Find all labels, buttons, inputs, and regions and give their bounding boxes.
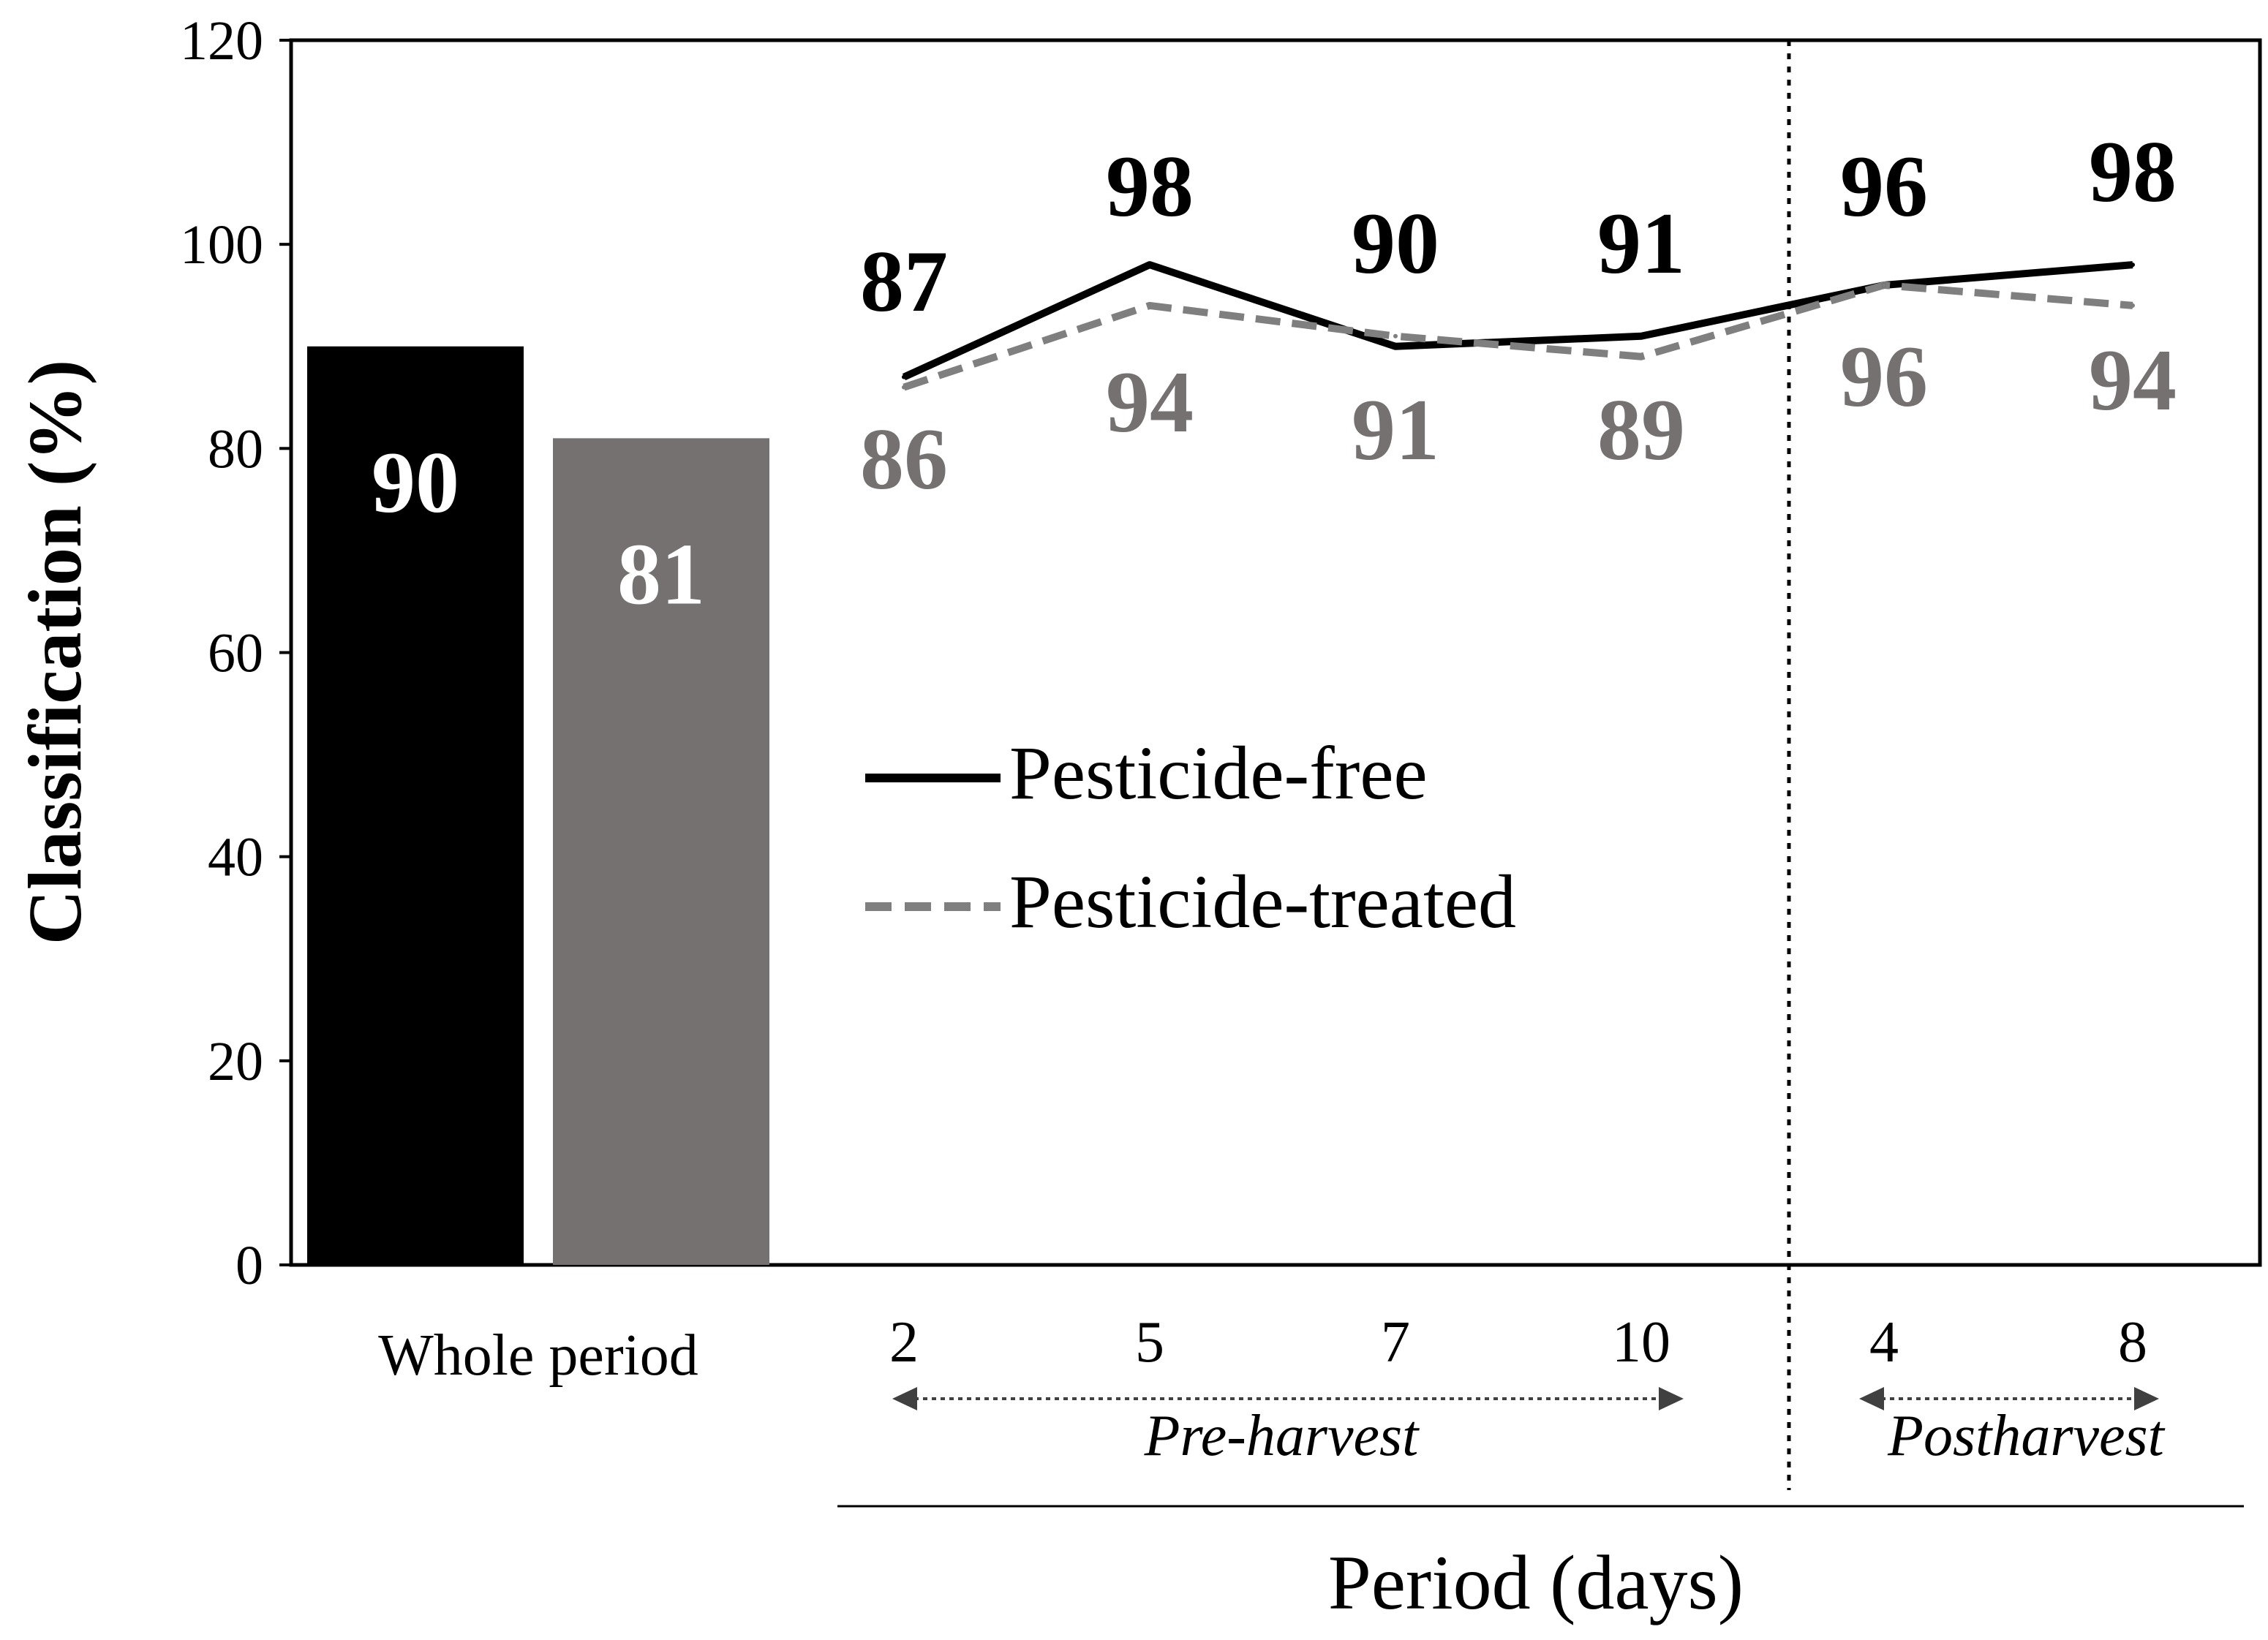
data-label-pesticide-treated: 94	[2089, 331, 2177, 428]
data-label-pesticide-treated: 89	[1597, 381, 1685, 478]
x-tick-label: 5	[1135, 1310, 1164, 1375]
y-tick-label: 0	[236, 1235, 263, 1296]
point-pesticide-treated	[1148, 303, 1152, 308]
data-label-pesticide-treated: 94	[1106, 353, 1194, 450]
data-label-pesticide-free: 90	[1352, 194, 1439, 292]
x-tick-label: 2	[889, 1310, 919, 1375]
point-pesticide-treated	[2131, 303, 2135, 308]
y-tick-label: 20	[208, 1031, 263, 1092]
x-tick-label: 10	[1612, 1310, 1670, 1375]
bar-pesticide-treated	[553, 438, 769, 1265]
whole-period-label: Whole period	[378, 1323, 698, 1388]
line-pesticide-treated	[903, 281, 2133, 391]
postharvest-label: Postharvest	[1887, 1404, 2166, 1468]
line-pesticide-free	[902, 261, 2133, 381]
y-tick-label: 100	[180, 214, 263, 276]
data-label-pesticide-treated: 96	[1840, 328, 1928, 425]
pre-harvest-label: Pre-harvest	[1144, 1404, 1420, 1468]
postharvest-arrow	[1859, 1387, 2159, 1410]
x-tick-label: 4	[1869, 1310, 1899, 1375]
data-label-pesticide-free: 87	[860, 233, 948, 330]
data-label-pesticide-free: 98	[1106, 137, 1194, 235]
y-axis-title: Classification (%)	[13, 360, 97, 945]
point-pesticide-free	[1639, 333, 1643, 339]
data-label-pesticide-treated: 86	[860, 410, 948, 507]
x-tick-label: 7	[1381, 1310, 1410, 1375]
bar-value-label: 90	[372, 434, 459, 531]
y-tick-label: 60	[208, 623, 263, 684]
legend-label-pesticide-free: Pesticide-free	[1009, 731, 1428, 815]
data-label-pesticide-free: 98	[2089, 123, 2177, 220]
data-label-pesticide-free: 96	[1840, 137, 1928, 235]
point-pesticide-free	[1393, 344, 1398, 349]
bar-pesticide-free	[307, 346, 524, 1265]
point-pesticide-treated	[1393, 333, 1398, 339]
point-pesticide-treated	[902, 385, 906, 390]
bar-value-label: 81	[617, 525, 705, 622]
y-tick-label: 120	[180, 10, 263, 72]
y-tick-label: 80	[208, 418, 263, 480]
point-pesticide-treated	[1639, 354, 1643, 359]
point-pesticide-free	[1148, 262, 1152, 268]
y-tick-label: 40	[208, 827, 263, 888]
point-pesticide-treated	[1882, 283, 1886, 287]
x-tick-label: 8	[2118, 1310, 2147, 1375]
data-label-pesticide-treated: 91	[1352, 381, 1439, 478]
data-label-pesticide-free: 91	[1597, 194, 1685, 292]
point-pesticide-free	[902, 374, 906, 379]
legend: Pesticide-free Pesticide-treated	[865, 731, 1516, 944]
legend-label-pesticide-treated: Pesticide-treated	[1009, 860, 1516, 944]
x-axis-title: Period (days)	[1328, 1540, 1744, 1625]
pre-harvest-arrow	[892, 1387, 1684, 1410]
point-pesticide-free	[2131, 262, 2135, 268]
